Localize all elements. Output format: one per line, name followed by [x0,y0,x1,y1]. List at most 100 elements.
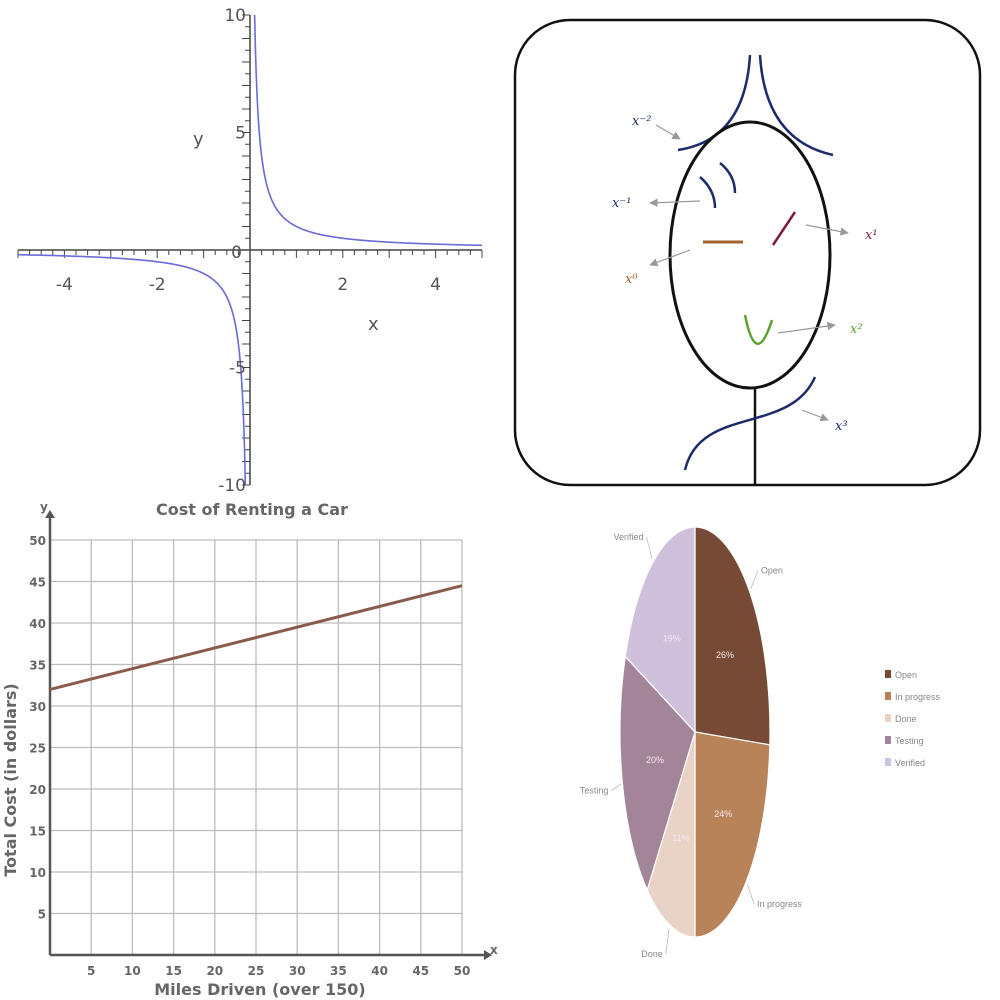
y-tick-label: 15 [29,825,46,839]
x-tick-label: 25 [248,964,265,978]
power-functions-diagram: x⁻² x⁻¹ x⁰ x¹ x² x³ [510,15,990,493]
label-x-three: x³ [835,419,848,434]
legend-label: In progress [895,692,941,702]
cost-line [49,584,463,691]
arrow-neg1 [649,198,701,207]
hair-left-curve [677,54,752,152]
pie-percent-label: 20% [646,755,664,765]
pie-leader-line [665,928,670,954]
pie-percent-label: 11% [672,833,689,843]
x-axis-arrow [484,950,492,960]
legend-swatch [885,692,891,700]
rental-line-chart: 5 10 15 20 25 30 35 40 45 50 5 10 15 20 25 30 35 40 45 50 C… [1,500,498,999]
hair-right-curve [758,54,834,157]
x-tick-label: 10 [124,964,141,978]
legend-swatch [885,758,891,766]
arrow-zero [649,249,691,267]
pie-leader-line [750,570,759,590]
pie-slice-in-progress [694,731,771,938]
y-tick-label: 45 [29,576,46,590]
pie-slice-verified [624,526,696,734]
x-axis-label: x [368,314,379,335]
y-tick-label: 25 [29,742,46,756]
x-axis-letter: x [490,943,498,957]
pie-outer-label: Verified [613,532,643,542]
x-tick-label: 5 [87,964,95,978]
pie-slice-done [646,731,696,938]
y-tick-label: 10 [224,6,246,26]
y-tick-label: 5 [235,124,246,144]
y-tick-label: -10 [218,476,246,495]
diagram-canvas: x⁻² x⁻¹ x⁰ x¹ x² x³ [513,18,982,487]
label-x-two: x² [850,322,863,337]
x-tick-label: 2 [337,275,348,295]
reciprocal-function-chart: -4 -2 2 4 0 -10 -5 5 10 x y [0,0,500,495]
origin-tick-label: 0 [231,243,242,263]
x-tick-label: 45 [412,964,429,978]
eyebrow-right [719,162,737,194]
pie-percent-label: 19% [663,634,681,644]
y-tick-label: 35 [29,659,46,673]
pie-outer-label: In progress [757,899,803,909]
reciprocal-plot: -4 -2 2 4 0 -10 -5 5 10 x y [17,6,483,495]
x-tick-label: 15 [165,964,182,978]
x-tick-label: -4 [56,275,73,295]
y-axis-label: y [193,129,204,150]
x-tick-label: 30 [289,964,306,978]
arrow-two [777,321,836,334]
car-rental-cost-chart: 5 10 15 20 25 30 35 40 45 50 5 10 15 20 25 30 35 40 45 50 C… [0,495,500,1000]
y-tick-label: 40 [29,617,46,631]
curve-positive-branch [253,14,483,247]
eye-diagonal-line [771,211,797,246]
label-x-neg1: x⁻¹ [612,196,631,211]
curve-negative-branch [17,253,247,486]
x-tick-label: 4 [430,275,441,295]
status-pie-chart: 26% Open 24% In progress 11% Done 20% Testing 19… [570,510,1000,1000]
pie-outer-label: Done [641,949,663,959]
pie-slice-open [694,526,771,746]
y-axis-arrow [45,510,55,518]
pie-slice-testing [619,655,696,892]
pie-leader-line [746,884,755,904]
chart-title: Cost of Renting a Car [156,500,348,519]
y-tick-label: 5 [38,908,46,922]
legend-label: Done [895,714,917,724]
arrow-three [801,409,829,422]
y-tick-label: -5 [229,359,246,379]
legend-swatch [885,670,891,678]
cubic-curve [683,376,817,471]
pie-canvas: 26% Open 24% In progress 11% Done 20% Testing 19… [580,526,941,959]
label-x-one: x¹ [865,228,878,243]
pie-legend: Open In progress Done Testing Verified [885,670,941,768]
pie-leader-line [646,536,653,560]
x-tick-label: 40 [371,964,388,978]
legend-swatch [885,714,891,722]
legend-label: Testing [895,736,924,746]
y-tick-label: 10 [29,866,46,880]
arrow-neg2 [655,124,681,140]
x-tick-label: -2 [149,275,166,295]
y-axis-label: Total Cost (in dollars) [1,683,20,876]
x-tick-label: 20 [206,964,223,978]
eyebrow-left [699,176,717,209]
x-axis-label: Miles Driven (over 150) [154,980,366,999]
pie-percent-label: 24% [714,809,732,819]
y-tick-label: 30 [29,700,46,714]
legend-label: Verified [895,758,925,768]
y-axis-letter: y [40,500,48,514]
x-tick-label: 35 [330,964,347,978]
y-tick-label: 20 [29,783,46,797]
pie-outer-label: Open [761,566,783,576]
pie-percent-label: 26% [716,650,734,660]
x-tick-label: 50 [454,964,471,978]
pie-outer-label: Testing [580,786,609,796]
arrow-one [805,224,849,236]
y-tick-label: 50 [29,534,46,548]
diagram-frame [513,18,982,487]
label-x-neg2: x⁻² [632,114,651,129]
legend-label: Open [895,670,917,680]
pie-leader-line [611,783,622,791]
label-x-zero: x⁰ [625,272,638,287]
head-outline [668,120,832,390]
legend-swatch [885,736,891,744]
